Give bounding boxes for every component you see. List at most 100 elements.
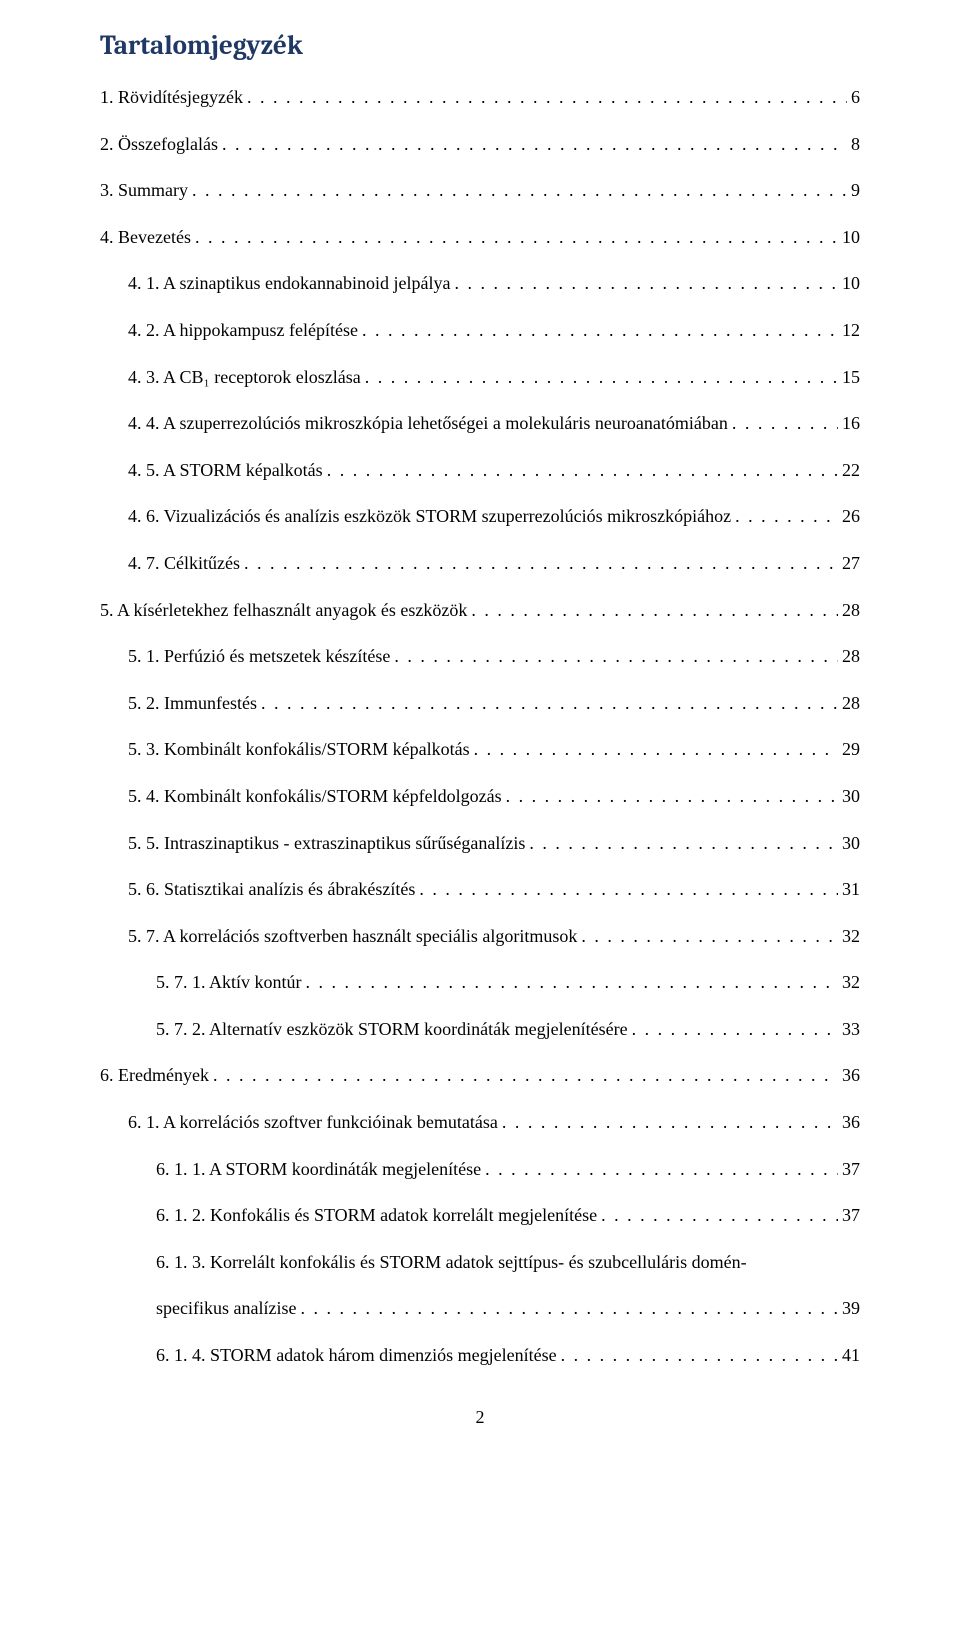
toc-entry[interactable]: 4. 4. A szuperrezolúciós mikroszkópia le… <box>128 413 860 435</box>
toc-list: 1. Rövidítésjegyzék. . . . . . . . . . .… <box>100 87 860 1367</box>
toc-entry-label: 6. 1. 1. A STORM koordináták megjeleníté… <box>156 1159 481 1181</box>
toc-entry-label: 1. Rövidítésjegyzék <box>100 87 243 109</box>
toc-leader: . . . . . . . . . . . . . . . . . . . . … <box>632 1019 838 1041</box>
toc-entry-label: 4. 4. A szuperrezolúciós mikroszkópia le… <box>128 413 728 435</box>
toc-entry-label: 6. Eredmények <box>100 1065 209 1087</box>
toc-entry-label: 4. 2. A hippokampusz felépítése <box>128 320 358 342</box>
toc-entry-label: 6. 1. 3. Korrelált konfokális és STORM a… <box>156 1252 860 1274</box>
toc-entry[interactable]: 5. 2. Immunfestés. . . . . . . . . . . .… <box>128 693 860 715</box>
toc-entry-page: 10 <box>842 227 860 249</box>
toc-entry[interactable]: 6. 1. A korrelációs szoftver funkcióinak… <box>128 1112 860 1134</box>
toc-entry-label: 5. 7. 2. Alternatív eszközök STORM koord… <box>156 1019 628 1041</box>
toc-entry-page: 26 <box>842 506 860 528</box>
toc-leader: . . . . . . . . . . . . . . . . . . . . … <box>502 1112 838 1134</box>
toc-entry[interactable]: 6. 1. 1. A STORM koordináták megjeleníté… <box>156 1159 860 1181</box>
toc-entry-page: 30 <box>842 786 860 808</box>
toc-leader: . . . . . . . . . . . . . . . . . . . . … <box>195 227 838 249</box>
toc-leader: . . . . . . . . . . . . . . . . . . . . … <box>419 879 838 901</box>
toc-entry-label: 3. Summary <box>100 180 188 202</box>
toc-leader: . . . . . . . . . . . . . . . . . . . . … <box>244 553 838 575</box>
toc-leader: . . . . . . . . . . . . . . . . . . . . … <box>306 972 838 994</box>
toc-entry-label: 5. 6. Statisztikai analízis és ábrakészí… <box>128 879 415 901</box>
toc-leader: . . . . . . . . . . . . . . . . . . . . … <box>471 600 838 622</box>
toc-entry[interactable]: 5. 3. Kombinált konfokális/STORM képalko… <box>128 739 860 761</box>
toc-entry-label: 6. 1. A korrelációs szoftver funkcióinak… <box>128 1112 498 1134</box>
toc-entry-page: 28 <box>842 600 860 622</box>
toc-entry[interactable]: 6. Eredmények. . . . . . . . . . . . . .… <box>100 1065 860 1087</box>
toc-leader: . . . . . . . . . . . . . . . . . . . . … <box>601 1205 838 1227</box>
toc-entry-label-cont: specifikus analízise <box>156 1298 296 1320</box>
toc-leader: . . . . . . . . . . . . . . . . . . . . … <box>732 413 838 435</box>
toc-entry-label: 5. A kísérletekhez felhasznált anyagok é… <box>100 600 467 622</box>
toc-entry[interactable]: 5. 7. 1. Aktív kontúr. . . . . . . . . .… <box>156 972 860 994</box>
toc-entry-page: 27 <box>842 553 860 575</box>
toc-entry-label: 4. 3. A CB₁ receptorok eloszlása <box>128 367 361 389</box>
toc-leader: . . . . . . . . . . . . . . . . . . . . … <box>454 273 838 295</box>
toc-leader: . . . . . . . . . . . . . . . . . . . . … <box>506 786 838 808</box>
toc-entry[interactable]: 4. 2. A hippokampusz felépítése. . . . .… <box>128 320 860 342</box>
toc-leader: . . . . . . . . . . . . . . . . . . . . … <box>222 134 847 156</box>
toc-entry-label: 4. 5. A STORM képalkotás <box>128 460 323 482</box>
toc-entry-label: 4. 6. Vizualizációs és analízis eszközök… <box>128 506 731 528</box>
toc-entry-page: 32 <box>842 972 860 994</box>
toc-entry[interactable]: 5. 4. Kombinált konfokális/STORM képfeld… <box>128 786 860 808</box>
page-footer-number: 2 <box>100 1407 860 1428</box>
toc-entry-page: 22 <box>842 460 860 482</box>
toc-entry-label: 4. Bevezetés <box>100 227 191 249</box>
toc-entry-label: 5. 7. 1. Aktív kontúr <box>156 972 302 994</box>
toc-leader: . . . . . . . . . . . . . . . . . . . . … <box>394 646 838 668</box>
toc-entry[interactable]: 4. 3. A CB₁ receptorok eloszlása. . . . … <box>128 367 860 389</box>
toc-leader: . . . . . . . . . . . . . . . . . . . . … <box>192 180 847 202</box>
toc-entry-page: 16 <box>842 413 860 435</box>
toc-entry-page: 31 <box>842 879 860 901</box>
toc-entry[interactable]: 5. 1. Perfúzió és metszetek készítése. .… <box>128 646 860 668</box>
toc-entry[interactable]: 4. 1. A szinaptikus endokannabinoid jelp… <box>128 273 860 295</box>
toc-entry[interactable]: 4. Bevezetés. . . . . . . . . . . . . . … <box>100 227 860 249</box>
toc-entry[interactable]: 3. Summary. . . . . . . . . . . . . . . … <box>100 180 860 202</box>
toc-entry-page: 28 <box>842 646 860 668</box>
toc-leader: . . . . . . . . . . . . . . . . . . . . … <box>300 1298 838 1320</box>
toc-leader: . . . . . . . . . . . . . . . . . . . . … <box>365 367 838 389</box>
toc-entry[interactable]: 1. Rövidítésjegyzék. . . . . . . . . . .… <box>100 87 860 109</box>
toc-leader: . . . . . . . . . . . . . . . . . . . . … <box>529 833 838 855</box>
toc-entry[interactable]: 5. 5. Intraszinaptikus - extraszinaptiku… <box>128 833 860 855</box>
toc-entry-page: 6 <box>851 87 860 109</box>
toc-leader: . . . . . . . . . . . . . . . . . . . . … <box>247 87 847 109</box>
toc-entry-page: 15 <box>842 367 860 389</box>
toc-entry-page: 37 <box>842 1159 860 1181</box>
toc-entry-label: 6. 1. 2. Konfokális és STORM adatok korr… <box>156 1205 597 1227</box>
toc-entry-page: 8 <box>851 134 860 156</box>
toc-entry-page: 29 <box>842 739 860 761</box>
toc-leader: . . . . . . . . . . . . . . . . . . . . … <box>735 506 838 528</box>
toc-entry[interactable]: 4. 6. Vizualizációs és analízis eszközök… <box>128 506 860 528</box>
toc-entry-page: 12 <box>842 320 860 342</box>
toc-entry-page: 10 <box>842 273 860 295</box>
toc-entry-page: 37 <box>842 1205 860 1227</box>
toc-entry[interactable]: 5. 6. Statisztikai analízis és ábrakészí… <box>128 879 860 901</box>
toc-entry[interactable]: 4. 7. Célkitűzés. . . . . . . . . . . . … <box>128 553 860 575</box>
toc-entry[interactable]: 6. 1. 3. Korrelált konfokális és STORM a… <box>156 1252 860 1320</box>
toc-leader: . . . . . . . . . . . . . . . . . . . . … <box>485 1159 838 1181</box>
document-page: Tartalomjegyzék 1. Rövidítésjegyzék. . .… <box>0 0 960 1468</box>
toc-entry[interactable]: 5. 7. A korrelációs szoftverben használt… <box>128 926 860 948</box>
toc-entry[interactable]: 6. 1. 2. Konfokális és STORM adatok korr… <box>156 1205 860 1227</box>
toc-entry[interactable]: 5. 7. 2. Alternatív eszközök STORM koord… <box>156 1019 860 1041</box>
toc-leader: . . . . . . . . . . . . . . . . . . . . … <box>327 460 838 482</box>
toc-leader: . . . . . . . . . . . . . . . . . . . . … <box>581 926 838 948</box>
toc-entry[interactable]: 6. 1. 4. STORM adatok három dimenziós me… <box>156 1345 860 1367</box>
toc-entry-label: 5. 1. Perfúzió és metszetek készítése <box>128 646 390 668</box>
toc-leader: . . . . . . . . . . . . . . . . . . . . … <box>474 739 838 761</box>
toc-leader: . . . . . . . . . . . . . . . . . . . . … <box>362 320 838 342</box>
toc-entry-page: 36 <box>842 1065 860 1087</box>
toc-entry[interactable]: 4. 5. A STORM képalkotás. . . . . . . . … <box>128 460 860 482</box>
toc-entry[interactable]: 5. A kísérletekhez felhasznált anyagok é… <box>100 600 860 622</box>
toc-entry[interactable]: 2. Összefoglalás. . . . . . . . . . . . … <box>100 134 860 156</box>
toc-entry-page: 28 <box>842 693 860 715</box>
toc-entry-label: 5. 4. Kombinált konfokális/STORM képfeld… <box>128 786 502 808</box>
toc-entry-label: 2. Összefoglalás <box>100 134 218 156</box>
toc-entry-page: 33 <box>842 1019 860 1041</box>
toc-entry-page: 9 <box>851 180 860 202</box>
toc-entry-page: 32 <box>842 926 860 948</box>
toc-entry-page: 30 <box>842 833 860 855</box>
toc-entry-label: 5. 2. Immunfestés <box>128 693 257 715</box>
